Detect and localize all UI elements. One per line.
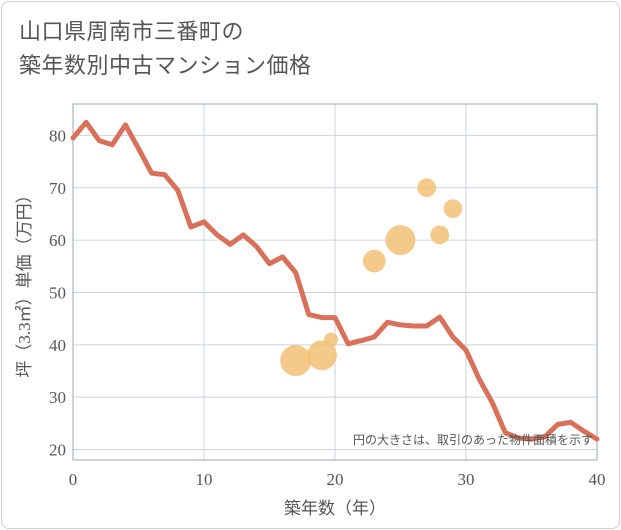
bubble-point — [306, 340, 337, 371]
grid — [73, 104, 597, 460]
chart-title-line-2: 築年数別中古マンション価格 — [19, 54, 312, 79]
size-note: 円の大きさは、取引のあった物件面積を示す — [353, 432, 593, 447]
line-layer — [70, 119, 600, 442]
x-tick-label: 0 — [69, 470, 78, 489]
y-tick-label: 60 — [49, 231, 66, 250]
x-tick-label: 40 — [589, 470, 606, 489]
y-tick-label: 30 — [49, 388, 66, 407]
bubble-point — [417, 178, 437, 198]
y-axis-label: 坪（3.3㎡）単価（万円） — [15, 186, 34, 377]
bubble-point — [430, 225, 450, 245]
y-tick-labels: 20 30 40 50 60 70 80 — [49, 126, 66, 459]
bubble-point — [324, 332, 339, 347]
y-tick-label: 20 — [49, 441, 66, 460]
x-tick-label: 10 — [196, 470, 213, 489]
bubble-point — [385, 225, 416, 256]
chart-title-line-1: 山口県周南市三番町の — [19, 20, 245, 45]
y-tick-label: 80 — [49, 126, 66, 145]
price-line — [70, 119, 600, 442]
x-axis-label: 築年数（年） — [284, 499, 386, 518]
bubble-point — [362, 249, 386, 273]
y-tick-label: 40 — [49, 336, 66, 355]
x-tick-label: 20 — [327, 470, 344, 489]
x-tick-label: 30 — [458, 470, 475, 489]
bubble-layer — [280, 178, 463, 377]
bubble-point — [280, 345, 312, 377]
plot-area — [72, 103, 598, 461]
y-tick-label: 50 — [49, 283, 66, 302]
x-tick-labels: 0 10 20 30 40 — [69, 470, 606, 489]
chart-title: 山口県周南市三番町の 築年数別中古マンション価格 — [19, 16, 312, 84]
y-tick-label: 70 — [49, 179, 66, 198]
bubble-point — [443, 199, 463, 219]
